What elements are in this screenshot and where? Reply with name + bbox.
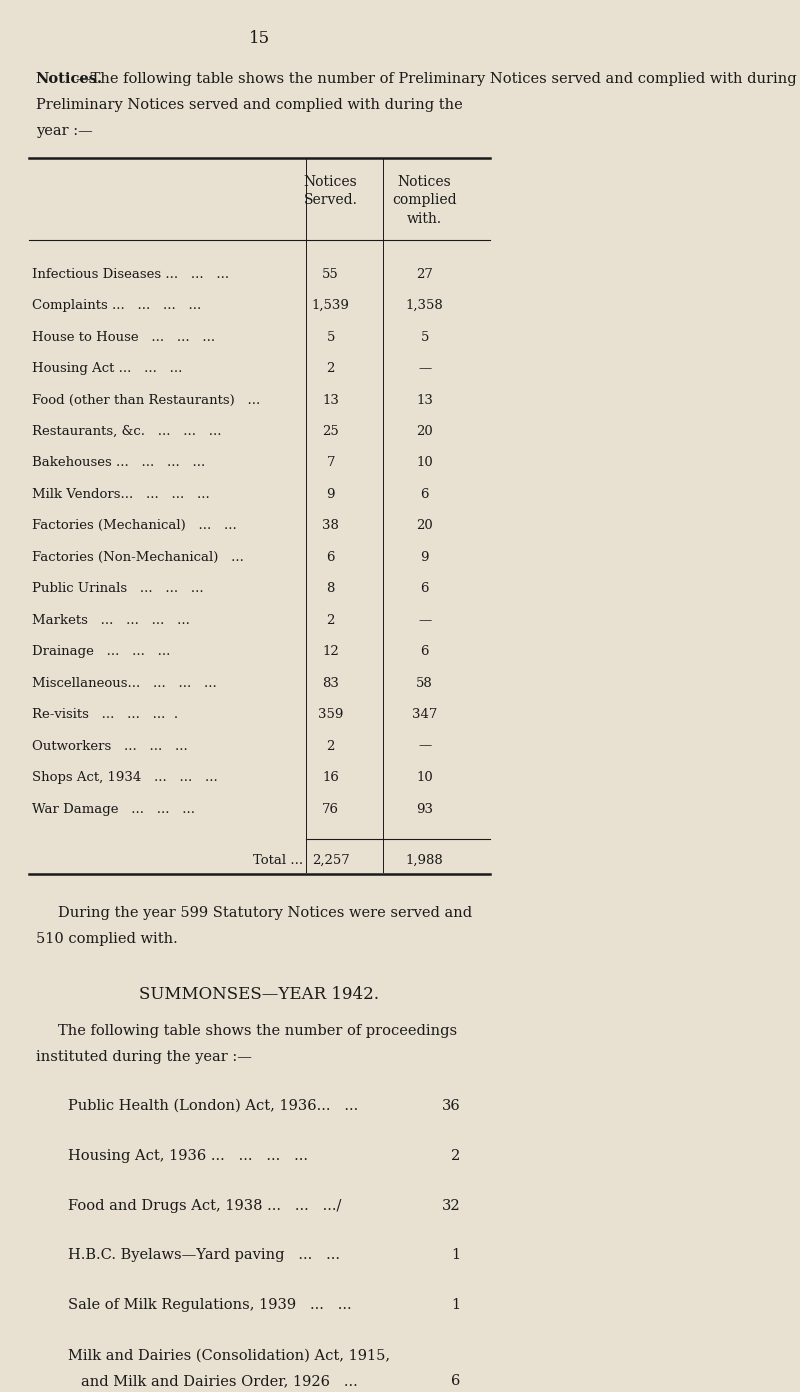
Text: 13: 13 — [322, 394, 339, 406]
Text: Sale of Milk Regulations, 1939   ...   ...: Sale of Milk Regulations, 1939 ... ... — [68, 1299, 352, 1313]
Text: Outworkers   ...   ...   ...: Outworkers ... ... ... — [33, 739, 188, 753]
Text: 6: 6 — [421, 582, 429, 596]
Text: Public Urinals   ...   ...   ...: Public Urinals ... ... ... — [33, 582, 204, 596]
Text: 16: 16 — [322, 771, 339, 784]
Text: 20: 20 — [416, 519, 433, 532]
Text: SUMMONSES—YEAR 1942.: SUMMONSES—YEAR 1942. — [139, 986, 379, 1002]
Text: Restaurants, &c.   ...   ...   ...: Restaurants, &c. ... ... ... — [33, 425, 222, 438]
Text: —: — — [418, 614, 431, 626]
Text: 1,539: 1,539 — [312, 299, 350, 312]
Text: 38: 38 — [322, 519, 339, 532]
Text: 10: 10 — [416, 457, 433, 469]
Text: 6: 6 — [451, 1374, 460, 1388]
Text: 1,358: 1,358 — [406, 299, 443, 312]
Text: Re-visits   ...   ...   ...  .: Re-visits ... ... ... . — [33, 709, 178, 721]
Text: 13: 13 — [416, 394, 433, 406]
Text: 7: 7 — [326, 457, 335, 469]
Text: House to House   ...   ...   ...: House to House ... ... ... — [33, 331, 215, 344]
Text: Food and Drugs Act, 1938 ...   ...   .../: Food and Drugs Act, 1938 ... ... .../ — [68, 1199, 346, 1212]
Text: Complaints ...   ...   ...   ...: Complaints ... ... ... ... — [33, 299, 202, 312]
Text: War Damage   ...   ...   ...: War Damage ... ... ... — [33, 803, 195, 816]
Text: 6: 6 — [326, 551, 335, 564]
Text: 55: 55 — [322, 267, 339, 281]
Text: Housing Act ...   ...   ...: Housing Act ... ... ... — [33, 362, 182, 374]
Text: 5: 5 — [326, 331, 335, 344]
Text: 20: 20 — [416, 425, 433, 438]
Text: 2: 2 — [326, 362, 335, 374]
Text: Bakehouses ...   ...   ...   ...: Bakehouses ... ... ... ... — [33, 457, 206, 469]
Text: year :—: year :— — [36, 124, 93, 138]
Text: H.B.C. Byelaws—Yard paving   ...   ...: H.B.C. Byelaws—Yard paving ... ... — [68, 1249, 340, 1263]
Text: instituted during the year :—: instituted during the year :— — [36, 1050, 251, 1063]
Text: 6: 6 — [421, 646, 429, 658]
Text: and Milk and Dairies Order, 1926   ...: and Milk and Dairies Order, 1926 ... — [81, 1374, 358, 1388]
Text: Shops Act, 1934   ...   ...   ...: Shops Act, 1934 ... ... ... — [33, 771, 218, 784]
Text: 83: 83 — [322, 677, 339, 689]
Text: 1: 1 — [451, 1299, 460, 1313]
Text: Total ...: Total ... — [253, 853, 302, 867]
Text: Notices
complied
with.: Notices complied with. — [392, 175, 457, 226]
Text: 25: 25 — [322, 425, 339, 438]
Text: Drainage   ...   ...   ...: Drainage ... ... ... — [33, 646, 170, 658]
Text: 12: 12 — [322, 646, 339, 658]
Text: Housing Act, 1936 ...   ...   ...   ...: Housing Act, 1936 ... ... ... ... — [68, 1148, 308, 1162]
Text: 1,988: 1,988 — [406, 853, 443, 867]
Text: 58: 58 — [416, 677, 433, 689]
Text: 93: 93 — [416, 803, 433, 816]
Text: 36: 36 — [442, 1098, 460, 1112]
Text: 32: 32 — [442, 1199, 460, 1212]
Text: 359: 359 — [318, 709, 343, 721]
Text: The following table shows the number of proceedings: The following table shows the number of … — [58, 1023, 458, 1038]
Text: Public Health (London) Act, 1936...   ...: Public Health (London) Act, 1936... ... — [68, 1098, 358, 1112]
Text: 2: 2 — [451, 1148, 460, 1162]
Text: 2,257: 2,257 — [312, 853, 350, 867]
Text: 9: 9 — [326, 489, 335, 501]
Text: 347: 347 — [412, 709, 438, 721]
Text: —The following table shows the number of Preliminary Notices served and complied: —The following table shows the number of… — [76, 72, 800, 86]
Text: Factories (Mechanical)   ...   ...: Factories (Mechanical) ... ... — [33, 519, 237, 532]
Text: Milk Vendors...   ...   ...   ...: Milk Vendors... ... ... ... — [33, 489, 210, 501]
Text: Milk and Dairies (Consolidation) Act, 1915,: Milk and Dairies (Consolidation) Act, 19… — [68, 1349, 390, 1363]
Text: 6: 6 — [421, 489, 429, 501]
Text: Notices
Served.: Notices Served. — [304, 175, 358, 207]
Text: —: — — [418, 739, 431, 753]
Text: 8: 8 — [326, 582, 335, 596]
Text: 2: 2 — [326, 614, 335, 626]
Text: Infectious Diseases ...   ...   ...: Infectious Diseases ... ... ... — [33, 267, 230, 281]
Text: 27: 27 — [416, 267, 433, 281]
Text: 10: 10 — [416, 771, 433, 784]
Text: Food (other than Restaurants)   ...: Food (other than Restaurants) ... — [33, 394, 261, 406]
Text: Preliminary Notices served and complied with during the: Preliminary Notices served and complied … — [36, 97, 462, 111]
Text: 9: 9 — [421, 551, 429, 564]
Text: Miscellaneous...   ...   ...   ...: Miscellaneous... ... ... ... — [33, 677, 217, 689]
Text: 2: 2 — [326, 739, 335, 753]
Text: —: — — [418, 362, 431, 374]
Text: Markets   ...   ...   ...   ...: Markets ... ... ... ... — [33, 614, 190, 626]
Text: 5: 5 — [421, 331, 429, 344]
Text: Factories (Non-Mechanical)   ...: Factories (Non-Mechanical) ... — [33, 551, 244, 564]
Text: 510 complied with.: 510 complied with. — [36, 931, 178, 947]
Text: During the year 599 Statutory Notices were served and: During the year 599 Statutory Notices we… — [58, 906, 473, 920]
Text: Notices.: Notices. — [36, 72, 102, 86]
Text: 76: 76 — [322, 803, 339, 816]
Text: 1: 1 — [451, 1249, 460, 1263]
Text: 15: 15 — [249, 31, 270, 47]
